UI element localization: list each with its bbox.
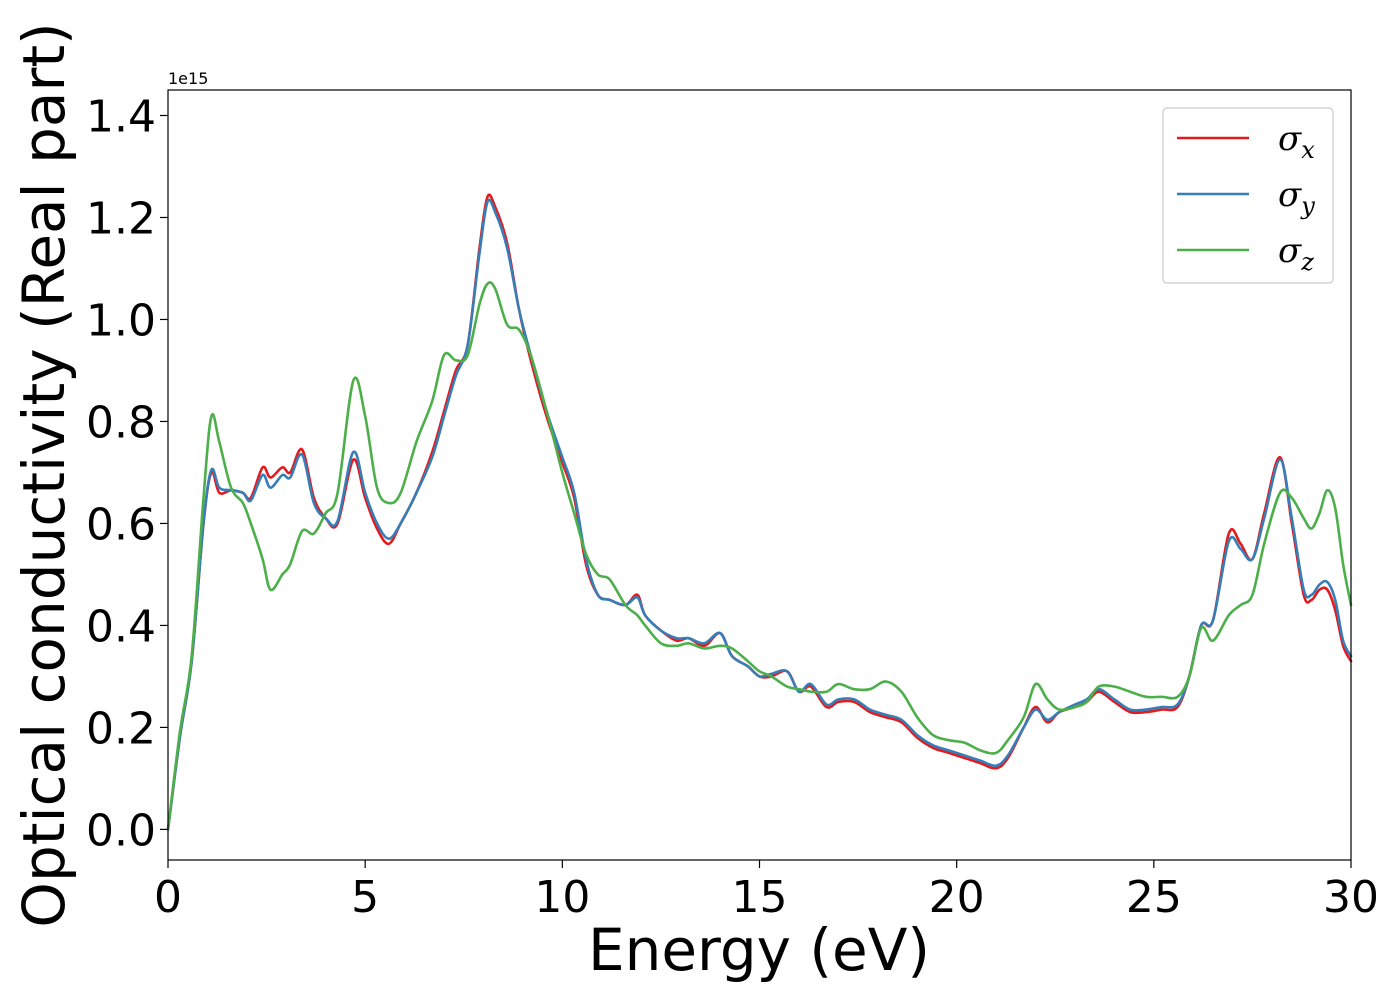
x-axis-label: Energy (eV) <box>588 916 930 984</box>
x-tick-label: 5 <box>351 872 379 923</box>
legend: σx σy σz <box>1162 107 1334 284</box>
legend-label-x: σx <box>1278 119 1315 164</box>
x-tick-label: 25 <box>1126 872 1182 923</box>
y-tick-label: 0.0 <box>86 805 156 856</box>
series-line-x <box>166 193 1353 831</box>
y-axis-label: Optical conductivity (Real part) <box>10 22 78 927</box>
series-line-y <box>166 198 1353 831</box>
y-tick-label: 0.8 <box>86 397 156 448</box>
legend-label-z: σz <box>1278 231 1314 276</box>
x-tick-label: 15 <box>732 872 788 923</box>
y-tick-label: 0.2 <box>86 703 156 754</box>
y-tick-label: 0.6 <box>86 499 156 550</box>
x-axis-ticks: 0 5 10 15 20 25 30 <box>154 860 1379 923</box>
y-tick-label: 1.0 <box>86 295 156 346</box>
series-line-z <box>166 281 1353 831</box>
x-tick-label: 20 <box>929 872 985 923</box>
x-tick-label: 10 <box>534 872 590 923</box>
y-tick-label: 0.4 <box>86 601 156 652</box>
y-tick-label: 1.4 <box>86 91 156 142</box>
y-tick-label: 1.2 <box>86 193 156 244</box>
y-axis-ticks: 0.0 0.2 0.4 0.6 0.8 1.0 1.2 1.4 <box>86 91 168 856</box>
legend-box <box>1162 107 1334 284</box>
x-tick-label: 30 <box>1323 872 1379 923</box>
series-layer <box>166 193 1353 831</box>
x-tick-label: 0 <box>154 872 182 923</box>
y-scale-label: 1e15 <box>168 69 208 88</box>
legend-label-y: σy <box>1278 175 1315 220</box>
